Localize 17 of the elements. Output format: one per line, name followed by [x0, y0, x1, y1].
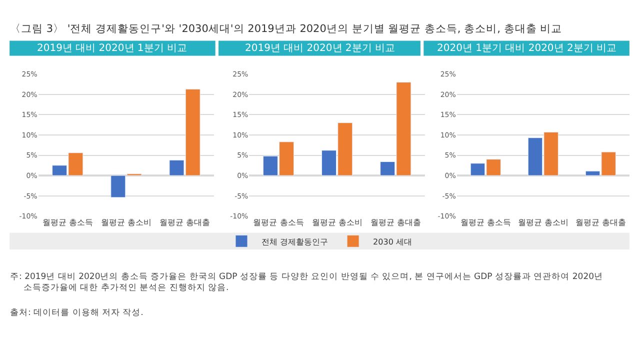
- x-tick-label: 월평균 총소득: [253, 218, 304, 228]
- chart-title: 2020년 1분기 대비 2020년 2분기 비교: [437, 43, 617, 54]
- chart-title: 2019년 대비 2020년 2분기 비교: [245, 43, 395, 54]
- x-tick-label: 월평균 총소비: [518, 218, 568, 228]
- x-tick-label: 월평균 총소비: [312, 218, 362, 228]
- x-tick-label: 월평균 총소득: [42, 218, 93, 228]
- legend-label: 전체 경제활동인구: [262, 237, 328, 246]
- x-tick-label: 월평균 총대출: [160, 218, 210, 228]
- x-tick-label: 월평균 총대출: [575, 218, 626, 228]
- text: 주: 2019년 대비 2020년의 총소득 증가율은 한국의 GDP 성장률 등 다양한 요인이 반영될 수 있으며, 본 연구에서는 GDP 성장률과 연관하여 2020년 소득증가율에 대한 추가적인 분석은 진행하지 않음.: [10, 272, 604, 294]
- x-tick-label: 월평균 총소비: [100, 218, 152, 228]
- text: 〈그림 3〉 '전체 경제활동인구'와 '2030세대'의 2019년과 2020년의 분기별 월평균 총소득, 총소비, 총대출 비교: [10, 23, 562, 35]
- x-tick-label: 월평균 총대출: [370, 218, 421, 228]
- x-tick-label: 월평균 총소득: [460, 218, 511, 228]
- chart-title: 2019년 대비 2020년 1분기 비교: [37, 43, 187, 54]
- legend-label: 2030 세대: [373, 237, 412, 246]
- source-note: 출처: 데이터를 이용해 저자 작성.: [10, 308, 144, 318]
